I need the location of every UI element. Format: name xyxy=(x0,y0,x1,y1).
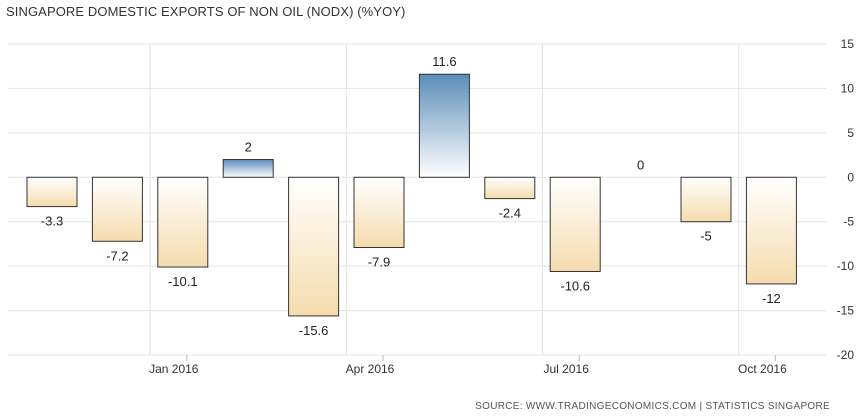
y-axis: 15 10 5 0 -5 -10 -15 -20 xyxy=(837,37,855,362)
x-tick-label: Jul 2016 xyxy=(544,362,590,376)
bar xyxy=(680,176,732,223)
bar xyxy=(91,176,143,242)
data-labels: -3.3 -7.2 -10.1 2 -15.6 -7.9 11.6 -2.4 -10.6 0 -5 -… xyxy=(41,54,781,338)
data-label: -5 xyxy=(700,229,712,244)
y-tick-label: -20 xyxy=(837,348,855,362)
source-note: SOURCE: WWW.TRADINGECONOMICS.COM | STATI… xyxy=(475,401,830,412)
x-tick-label: Apr 2016 xyxy=(346,362,395,376)
bar xyxy=(288,176,340,317)
y-tick-label: -10 xyxy=(837,259,855,273)
x-tick-label: Jan 2016 xyxy=(149,362,199,376)
x-grid-lines xyxy=(149,44,740,355)
chart-title: SINGAPORE DOMESTIC EXPORTS OF NON OIL (N… xyxy=(6,4,406,19)
data-label: -15.6 xyxy=(299,323,329,338)
bar xyxy=(157,176,209,268)
data-label: -7.9 xyxy=(368,254,390,269)
data-label: 0 xyxy=(637,157,644,172)
x-axis: Jan 2016 Apr 2016 Jul 2016 Oct 2016 xyxy=(149,355,787,376)
y-tick-label: 10 xyxy=(841,81,855,95)
bar xyxy=(26,176,78,208)
y-tick-label: 5 xyxy=(847,126,854,140)
data-label: -3.3 xyxy=(41,214,63,229)
data-label: -2.4 xyxy=(499,206,521,221)
y-tick-label: 15 xyxy=(841,37,855,51)
y-tick-label: -5 xyxy=(843,215,854,229)
bar xyxy=(353,176,405,248)
bar xyxy=(549,176,601,272)
bar xyxy=(418,73,470,178)
bar xyxy=(222,159,274,178)
data-label: -7.2 xyxy=(106,248,128,263)
x-tick-label: Oct 2016 xyxy=(738,362,787,376)
data-label: 2 xyxy=(245,140,252,155)
bar xyxy=(745,176,797,285)
data-label: -10.6 xyxy=(560,278,590,293)
bar xyxy=(484,176,536,200)
data-label: 11.6 xyxy=(432,54,456,69)
y-tick-label: 0 xyxy=(847,170,854,184)
data-label: -12 xyxy=(762,291,781,306)
y-tick-label: -15 xyxy=(837,304,855,318)
data-label: -10.1 xyxy=(168,274,198,289)
bars xyxy=(26,73,797,317)
